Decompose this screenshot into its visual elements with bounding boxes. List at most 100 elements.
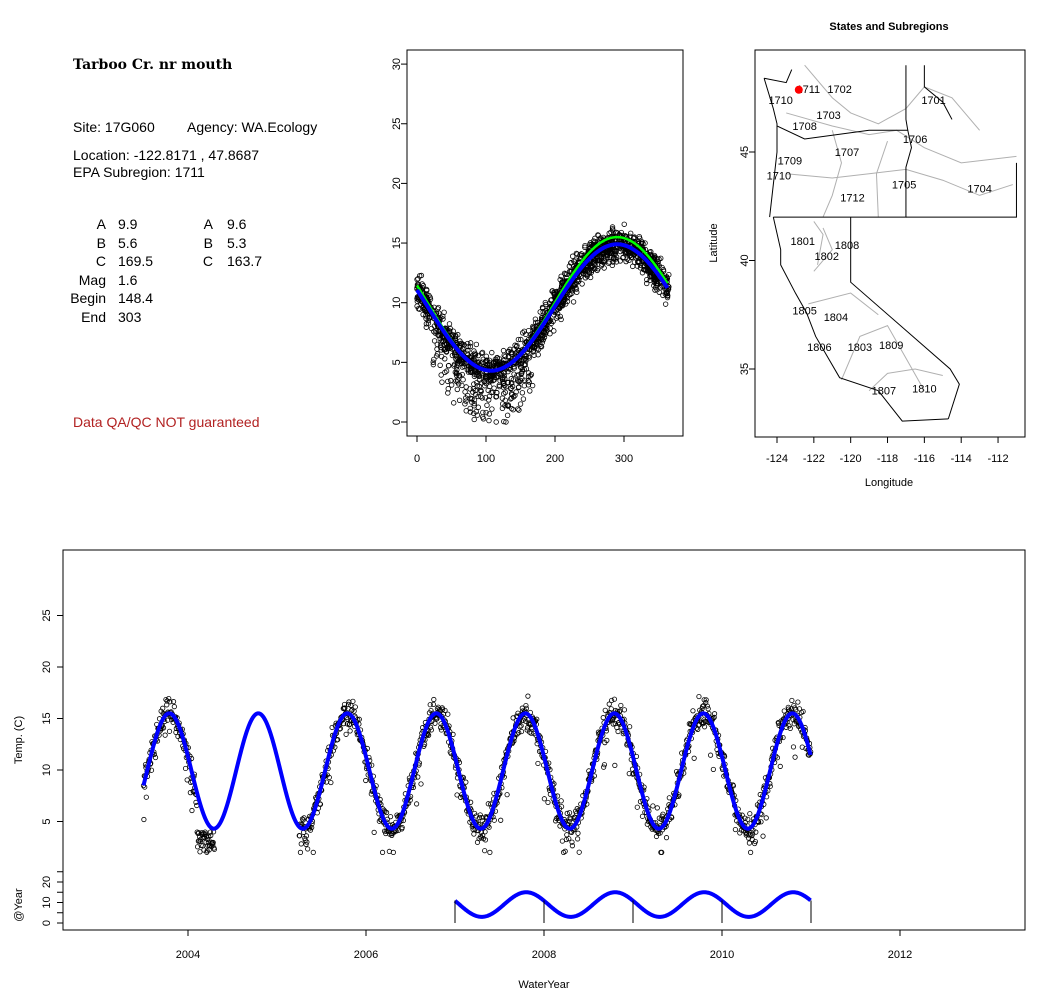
subregion-boundary bbox=[813, 227, 833, 272]
data-point bbox=[347, 728, 353, 734]
data-point bbox=[343, 731, 349, 737]
subregion-boundary bbox=[808, 292, 879, 316]
data-point bbox=[520, 717, 526, 723]
data-point bbox=[595, 257, 602, 264]
data-point bbox=[495, 362, 501, 368]
data-point bbox=[210, 842, 216, 848]
data-point bbox=[341, 721, 347, 727]
coastline bbox=[764, 69, 793, 84]
x-tick-label: 200 bbox=[546, 453, 564, 465]
data-point bbox=[379, 849, 386, 856]
data-point bbox=[415, 305, 422, 312]
data-point bbox=[631, 252, 637, 258]
data-point bbox=[415, 774, 421, 780]
data-point bbox=[562, 271, 569, 277]
param-key: C bbox=[95, 253, 106, 269]
data-point bbox=[152, 754, 159, 761]
data-point bbox=[634, 263, 641, 269]
data-point bbox=[615, 728, 621, 735]
data-point bbox=[470, 352, 476, 358]
data-point bbox=[472, 391, 479, 397]
y2-tick-label: 0 bbox=[41, 920, 53, 926]
data-point bbox=[387, 814, 394, 820]
param-key: A bbox=[203, 216, 213, 232]
data-point bbox=[478, 393, 484, 400]
data-point bbox=[540, 305, 546, 312]
data-point bbox=[513, 343, 520, 350]
data-point bbox=[523, 366, 530, 372]
data-point bbox=[793, 707, 799, 713]
y-tick-label: 35 bbox=[739, 363, 751, 375]
data-point bbox=[504, 792, 510, 798]
data-point bbox=[509, 383, 516, 390]
state-border-id-mt bbox=[923, 65, 953, 120]
data-point bbox=[486, 417, 492, 424]
data-point bbox=[462, 401, 468, 407]
data-point bbox=[473, 341, 480, 348]
data-point bbox=[475, 352, 482, 359]
data-point bbox=[613, 229, 619, 236]
region-label: 1810 bbox=[912, 383, 936, 395]
data-point bbox=[415, 276, 421, 282]
data-point bbox=[395, 827, 402, 833]
region-label: 1807 bbox=[872, 386, 896, 398]
data-point bbox=[439, 379, 445, 385]
data-point bbox=[695, 726, 701, 732]
data-point bbox=[446, 343, 453, 350]
data-point bbox=[345, 701, 352, 707]
data-point bbox=[487, 849, 493, 856]
region-label: 1808 bbox=[835, 240, 859, 252]
data-point bbox=[371, 829, 377, 835]
x-axis-label: Longitude bbox=[865, 477, 913, 489]
data-point bbox=[413, 801, 420, 807]
param-value: 9.9 bbox=[118, 216, 138, 232]
data-point bbox=[548, 320, 554, 327]
data-point bbox=[438, 347, 444, 353]
region-label: 1705 bbox=[892, 179, 916, 191]
data-point bbox=[162, 732, 168, 738]
data-point bbox=[303, 841, 309, 848]
data-point bbox=[431, 338, 438, 344]
data-point bbox=[758, 819, 764, 825]
data-point bbox=[789, 697, 795, 704]
data-point bbox=[495, 373, 501, 379]
data-point bbox=[521, 361, 528, 368]
data-point bbox=[610, 721, 616, 727]
data-point bbox=[471, 400, 478, 407]
data-point bbox=[690, 708, 696, 714]
data-point bbox=[516, 361, 522, 367]
data-point bbox=[187, 790, 193, 796]
data-point bbox=[554, 313, 561, 320]
data-point bbox=[483, 374, 489, 381]
data-point bbox=[335, 736, 341, 743]
data-point bbox=[654, 805, 660, 811]
data-point bbox=[602, 707, 608, 713]
data-point bbox=[493, 419, 499, 425]
data-point bbox=[564, 810, 570, 816]
x-tick-label: 100 bbox=[477, 453, 495, 465]
data-point bbox=[574, 251, 580, 257]
data-point bbox=[652, 287, 658, 293]
data-point bbox=[612, 256, 619, 262]
data-point bbox=[426, 732, 432, 738]
data-point bbox=[348, 702, 354, 708]
data-point bbox=[445, 378, 451, 385]
data-point bbox=[598, 253, 605, 260]
data-point bbox=[211, 846, 217, 852]
y-tick-label: 10 bbox=[41, 764, 53, 776]
y-tick-label: 5 bbox=[41, 818, 53, 824]
y-tick-label: 30 bbox=[391, 58, 403, 70]
x-tick-label: -116 bbox=[914, 453, 935, 465]
data-point bbox=[588, 269, 595, 276]
data-point bbox=[800, 708, 806, 715]
param-value: 163.7 bbox=[227, 253, 263, 269]
data-point bbox=[428, 325, 435, 332]
region-label: 1712 bbox=[840, 192, 864, 204]
site-marker bbox=[794, 85, 803, 94]
data-point bbox=[441, 347, 448, 353]
data-point bbox=[310, 849, 316, 856]
data-point bbox=[564, 832, 570, 838]
param-key: End bbox=[81, 308, 106, 325]
data-point bbox=[467, 340, 474, 346]
